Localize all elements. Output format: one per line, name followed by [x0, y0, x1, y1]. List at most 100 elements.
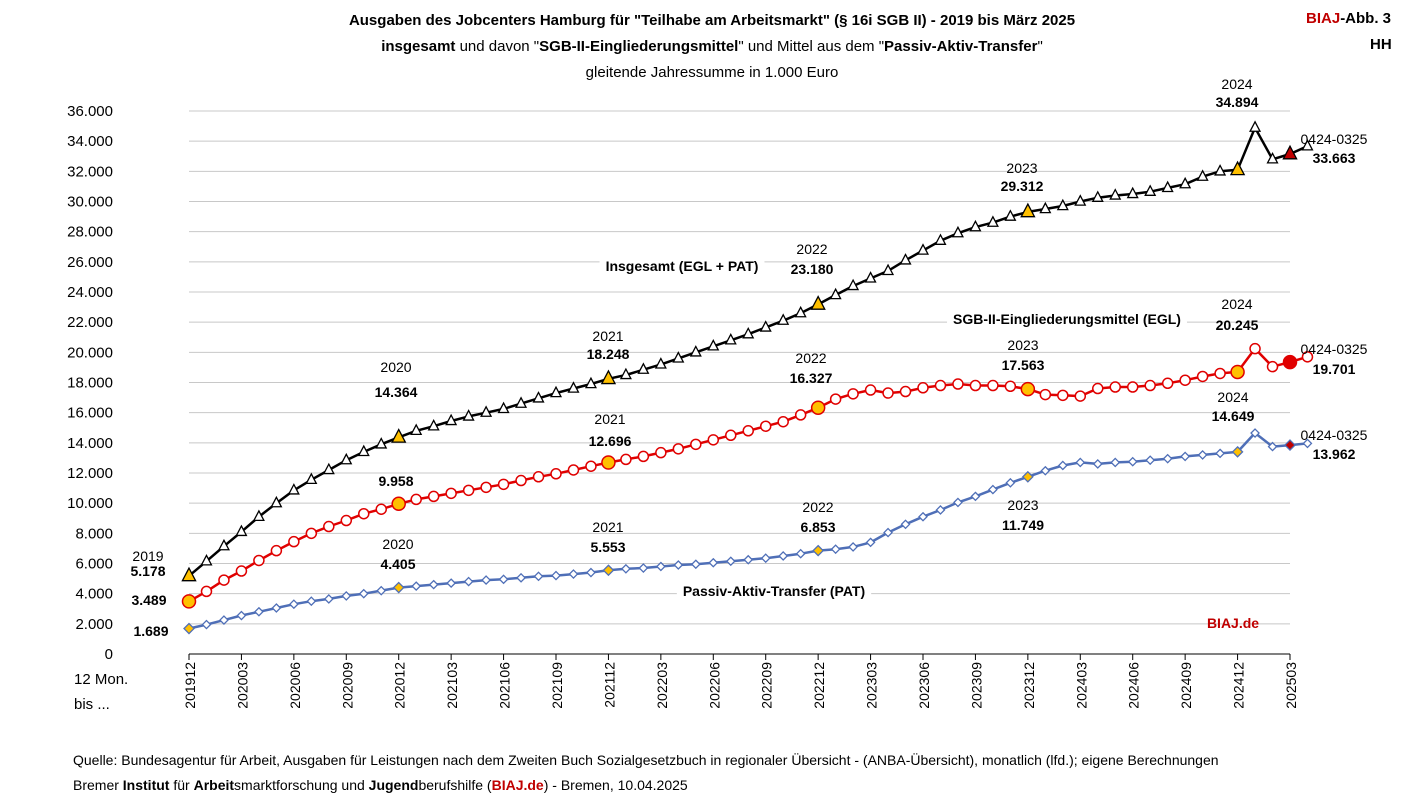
- egl-point: [810, 400, 826, 415]
- egl-point: [725, 429, 737, 442]
- egl-point: [358, 507, 370, 520]
- egl-annotation-value: 3.489: [131, 592, 166, 608]
- x-tick-label: 202412: [1231, 662, 1247, 709]
- pat-point: [236, 610, 247, 621]
- x-tick-label: 202303: [864, 662, 880, 709]
- egl-annotation-year: 2022: [795, 350, 826, 366]
- total-point: [1020, 202, 1036, 218]
- pat-point: [830, 544, 841, 555]
- y-tick-label: 8.000: [75, 525, 113, 542]
- egl-point: [1266, 360, 1279, 373]
- y-tick-label: 16.000: [67, 405, 113, 422]
- total-point: [951, 225, 964, 238]
- total-point: [1039, 201, 1052, 214]
- egl-point: [288, 535, 300, 548]
- total-point: [391, 428, 407, 443]
- total-annotation-value: 18.248: [587, 346, 630, 362]
- x-tick-label: 201912: [182, 662, 198, 709]
- pat-point: [620, 563, 631, 574]
- egl-annotation-year: 2024: [1221, 296, 1252, 312]
- chart-subtitle: gleitende Jahressumme in 1.000 Euro: [585, 64, 839, 81]
- pat-point: [638, 563, 649, 573]
- egl-point: [917, 382, 929, 394]
- y-tick-label: 36.000: [67, 103, 113, 120]
- pat-point: [411, 581, 422, 592]
- x-axis-caption: bis ...: [74, 696, 110, 713]
- pat-point: [953, 497, 963, 508]
- title-part-6: ": [1037, 38, 1043, 55]
- y-tick-label: 28.000: [67, 224, 113, 241]
- x-tick-label: 202009: [339, 662, 355, 709]
- egl-point: [427, 490, 440, 503]
- pat-series-label: Passiv-Aktiv-Transfer (PAT): [683, 583, 865, 599]
- pat-point: [1005, 477, 1016, 488]
- total-annotation-year: 2024: [1221, 76, 1252, 92]
- pat-point: [918, 511, 928, 522]
- egl-point: [200, 585, 213, 598]
- egl-point: [864, 384, 877, 396]
- pat-point: [743, 554, 754, 565]
- y-tick-label: 30.000: [67, 194, 113, 211]
- egl-point: [1020, 381, 1036, 397]
- total-point: [1161, 180, 1174, 193]
- x-tick-label: 202203: [654, 662, 670, 709]
- egl-point: [672, 443, 685, 455]
- pat-point: [1180, 451, 1191, 462]
- total-point: [794, 305, 807, 318]
- total-annotation-year: 2022: [796, 241, 827, 257]
- title-part-4: " und Mittel aus dem ": [738, 38, 885, 55]
- egl-point: [1144, 379, 1156, 392]
- egl-point: [340, 514, 353, 527]
- egl-point: [181, 594, 197, 609]
- egl-annotation-year: 2021: [594, 411, 625, 427]
- pat-series-label-bg: [676, 581, 872, 601]
- egl-point: [707, 434, 720, 446]
- y-tick-label: 34.000: [67, 133, 113, 150]
- title-part-2: und davon ": [455, 38, 540, 55]
- total-point: [1301, 138, 1314, 151]
- egl-point: [637, 450, 650, 463]
- y-tick-label: 14.000: [67, 435, 113, 452]
- total-point: [742, 326, 755, 339]
- pat-annotation-year: 2024: [1217, 389, 1248, 405]
- y-tick-label: 4.000: [75, 586, 113, 603]
- pat-point: [1284, 439, 1296, 452]
- total-annotation-value: 14.364: [375, 384, 418, 400]
- chart-title-line2: insgesamt und davon "SGB-II-Eingliederun…: [0, 34, 1408, 60]
- egl-annotation-value: 17.563: [1002, 357, 1045, 373]
- total-annotation-value: 34.894: [1216, 94, 1259, 110]
- pat-point: [551, 570, 561, 581]
- total-point: [934, 233, 947, 245]
- total-point: [1144, 184, 1157, 196]
- total-point: [427, 418, 440, 431]
- egl-annotation-value: 20.245: [1216, 317, 1259, 333]
- total-point: [882, 263, 895, 276]
- total-annotation-year: 2021: [592, 328, 623, 344]
- egl-annotation-value: 19.701: [1313, 361, 1356, 377]
- pub-4: Arbeit: [193, 777, 235, 793]
- pub-7: berufshilfe (: [418, 777, 492, 793]
- pat-point: [253, 606, 264, 617]
- pub-2: Institut: [122, 777, 170, 793]
- total-point: [810, 295, 826, 310]
- pat-annotation-year: 2023: [1007, 497, 1038, 513]
- egl-point: [391, 496, 406, 512]
- y-tick-label: 32.000: [67, 163, 113, 180]
- y-tick-label: 10.000: [67, 495, 113, 512]
- y-tick-label: 18.000: [67, 375, 113, 392]
- pat-point: [1267, 441, 1278, 452]
- egl-point: [777, 415, 789, 428]
- pat-point: [271, 603, 282, 613]
- pat-annotation-value: 11.749: [1002, 517, 1044, 533]
- total-point: [916, 243, 930, 255]
- pub-6: Jugend: [368, 777, 419, 793]
- total-point: [689, 345, 702, 357]
- egl-point: [1249, 342, 1261, 355]
- total-point: [181, 566, 197, 582]
- egl-point: [462, 484, 475, 497]
- chart-title-line1: Ausgaben des Jobcenters Hamburg für "Tei…: [348, 12, 1076, 29]
- pat-point: [1250, 428, 1260, 438]
- total-annotation-year: 0424-0325: [1301, 131, 1368, 147]
- pat-annotation-year: 2020: [382, 536, 413, 552]
- total-point: [654, 357, 667, 369]
